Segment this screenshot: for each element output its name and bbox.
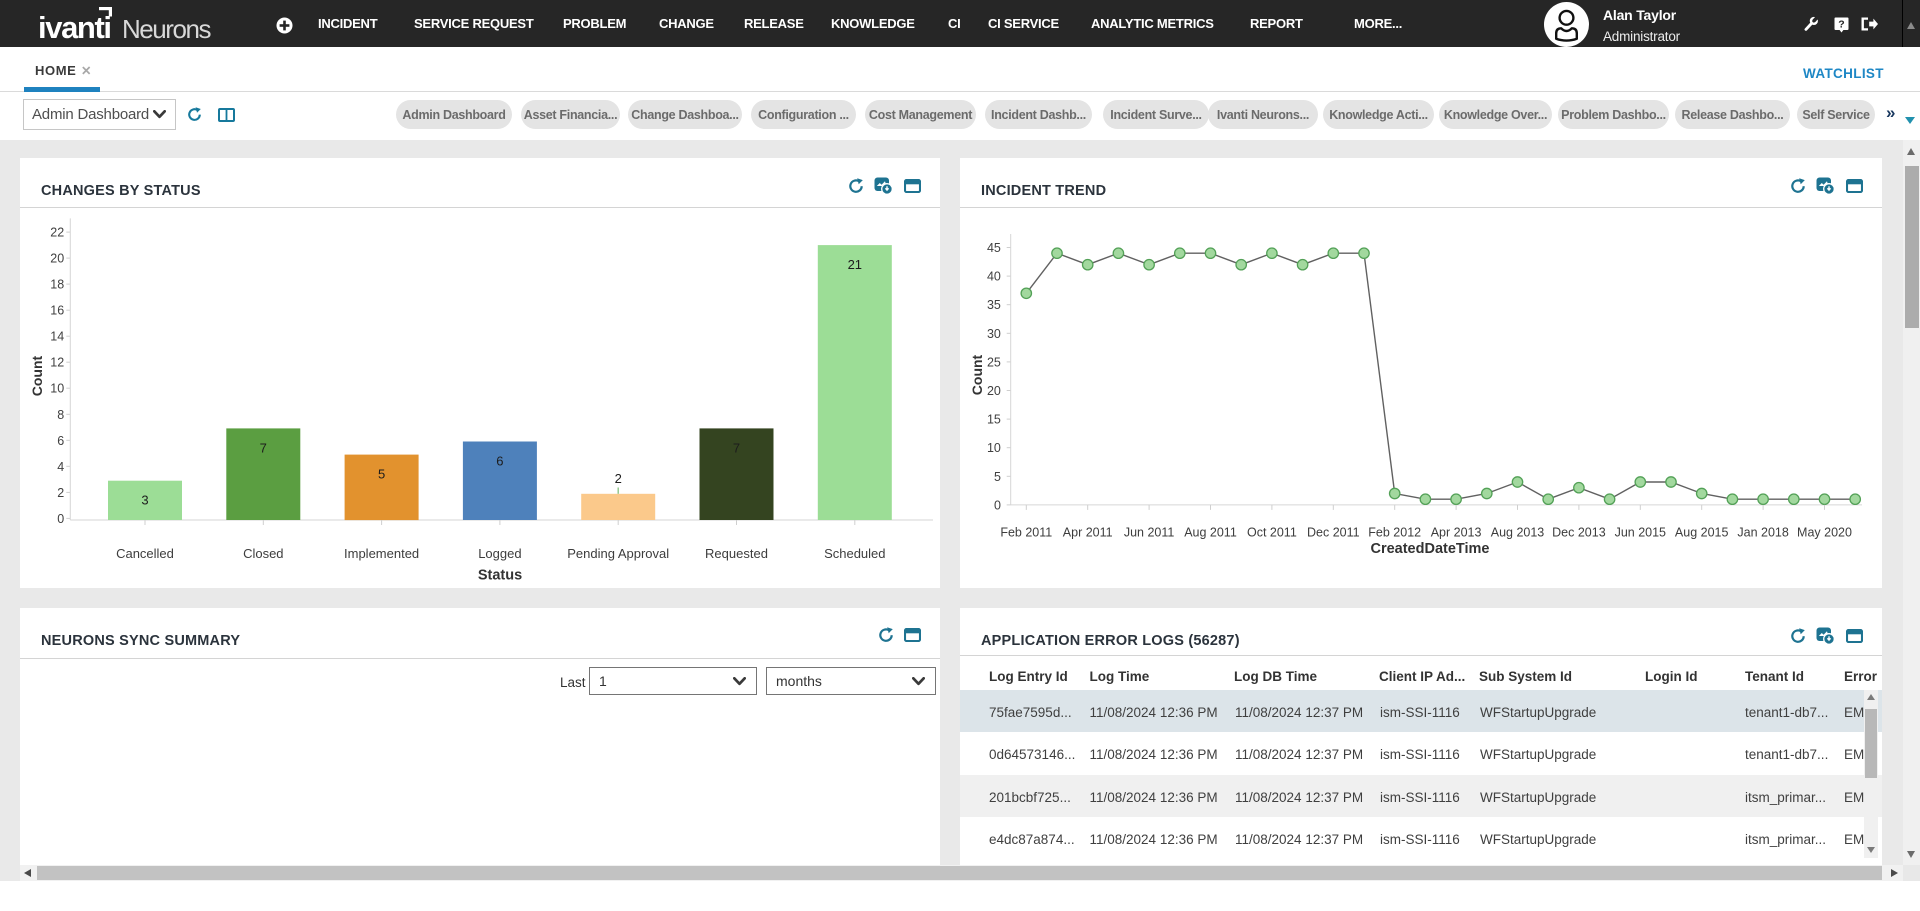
svg-text:12: 12 [50, 355, 64, 369]
svg-text:Apr 2011: Apr 2011 [1063, 525, 1113, 539]
svg-text:21: 21 [848, 257, 862, 272]
svg-text:Oct 2011: Oct 2011 [1247, 525, 1297, 539]
svg-text:Scheduled: Scheduled [824, 546, 885, 561]
svg-text:Cancelled: Cancelled [116, 546, 174, 561]
svg-text:Feb 2011: Feb 2011 [1000, 525, 1052, 539]
svg-text:Jun 2011: Jun 2011 [1124, 525, 1175, 539]
svg-text:22: 22 [50, 225, 64, 239]
svg-text:May 2020: May 2020 [1797, 525, 1852, 539]
svg-text:Dec 2013: Dec 2013 [1552, 525, 1606, 539]
svg-text:Pending Approval: Pending Approval [567, 546, 669, 561]
svg-text:Implemented: Implemented [344, 546, 419, 561]
svg-text:ivanti: ivanti [38, 10, 112, 45]
svg-text:15: 15 [987, 412, 1001, 426]
svg-text:Jan 2018: Jan 2018 [1737, 525, 1788, 539]
svg-text:Aug 2013: Aug 2013 [1491, 525, 1545, 539]
svg-text:20: 20 [987, 384, 1001, 398]
svg-text:16: 16 [50, 303, 64, 317]
svg-text:7: 7 [260, 440, 267, 455]
svg-text:CreatedDateTime: CreatedDateTime [1370, 541, 1489, 557]
svg-text:Apr 2013: Apr 2013 [1431, 525, 1482, 539]
svg-text:45: 45 [987, 241, 1001, 255]
svg-text:25: 25 [987, 355, 1001, 369]
svg-text:Status: Status [478, 567, 522, 583]
svg-text:Logged: Logged [478, 546, 521, 561]
svg-text:18: 18 [50, 277, 64, 291]
svg-text:Closed: Closed [243, 546, 283, 561]
svg-text:20: 20 [50, 251, 64, 265]
svg-text:2: 2 [57, 485, 64, 499]
svg-text:35: 35 [987, 298, 1001, 312]
svg-text:6: 6 [496, 453, 503, 468]
svg-text:2: 2 [615, 471, 622, 486]
svg-text:Count: Count [969, 354, 985, 395]
svg-text:6: 6 [57, 433, 64, 447]
svg-text:Aug 2011: Aug 2011 [1184, 525, 1237, 539]
svg-text:Aug 2015: Aug 2015 [1675, 525, 1729, 539]
svg-text:3: 3 [141, 492, 148, 507]
svg-text:5: 5 [994, 469, 1001, 483]
svg-text:8: 8 [57, 407, 64, 421]
svg-text:7: 7 [733, 440, 740, 455]
svg-text:Count: Count [29, 355, 45, 396]
svg-text:14: 14 [50, 329, 64, 343]
svg-text:Neurons: Neurons [122, 14, 212, 44]
svg-text:10: 10 [50, 381, 64, 395]
svg-text:Jun 2015: Jun 2015 [1615, 525, 1666, 539]
svg-text:40: 40 [987, 269, 1001, 283]
svg-text:0: 0 [57, 511, 64, 525]
svg-text:4: 4 [57, 459, 64, 473]
svg-text:?: ? [1838, 19, 1844, 31]
svg-text:Requested: Requested [705, 546, 768, 561]
svg-text:5: 5 [378, 466, 385, 481]
svg-text:0: 0 [994, 498, 1001, 512]
svg-text:Feb 2012: Feb 2012 [1368, 525, 1421, 539]
svg-text:30: 30 [987, 326, 1001, 340]
svg-text:10: 10 [987, 441, 1001, 455]
svg-text:Dec 2011: Dec 2011 [1307, 525, 1360, 539]
